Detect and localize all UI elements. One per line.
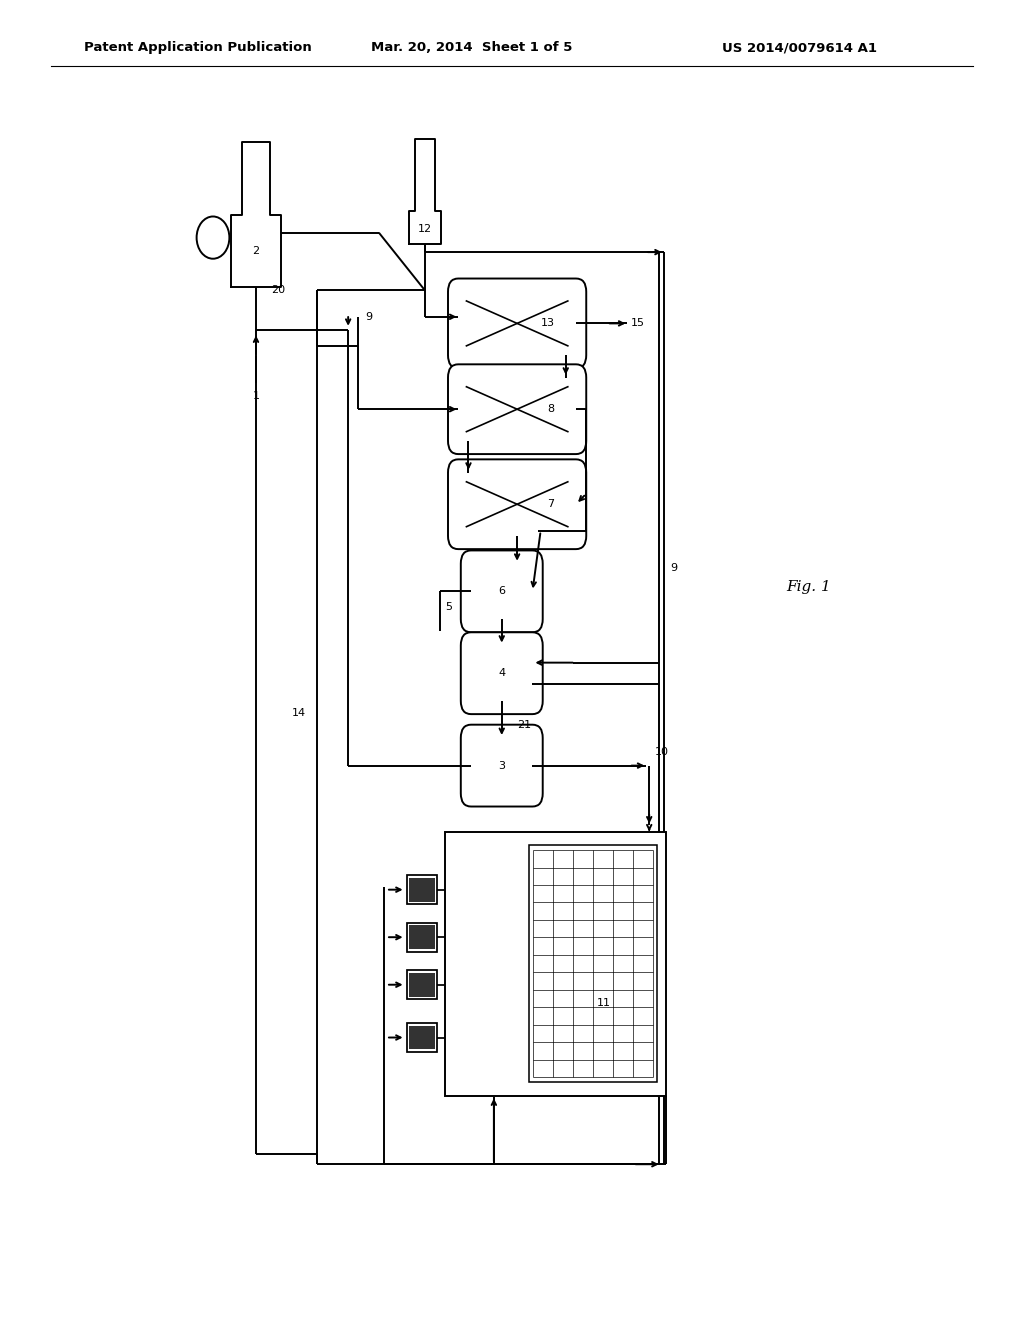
FancyBboxPatch shape: [461, 632, 543, 714]
Bar: [409, 1026, 435, 1049]
Text: 6: 6: [499, 586, 505, 597]
Bar: [407, 875, 437, 904]
Text: 3: 3: [499, 760, 505, 771]
Text: 13: 13: [541, 318, 555, 329]
Bar: [445, 832, 666, 1096]
Text: Fig. 1: Fig. 1: [786, 581, 831, 594]
Bar: [409, 878, 435, 902]
Bar: [409, 973, 435, 997]
Text: 9: 9: [366, 312, 372, 322]
FancyBboxPatch shape: [461, 725, 543, 807]
Bar: [407, 970, 437, 999]
Text: 10: 10: [654, 747, 669, 758]
Text: 14: 14: [292, 708, 306, 718]
Text: 20: 20: [271, 285, 286, 296]
Bar: [407, 923, 437, 952]
Text: 9: 9: [671, 562, 677, 573]
Text: 4: 4: [499, 668, 505, 678]
Text: US 2014/0079614 A1: US 2014/0079614 A1: [722, 41, 877, 54]
Text: 12: 12: [418, 224, 432, 235]
Text: 11: 11: [597, 998, 611, 1008]
Text: Mar. 20, 2014  Sheet 1 of 5: Mar. 20, 2014 Sheet 1 of 5: [371, 41, 572, 54]
FancyBboxPatch shape: [449, 364, 586, 454]
Text: 21: 21: [517, 719, 531, 730]
Bar: [407, 1023, 437, 1052]
Text: 15: 15: [631, 318, 644, 329]
Text: 7: 7: [548, 499, 554, 510]
FancyBboxPatch shape: [461, 550, 543, 632]
Text: 5: 5: [445, 602, 452, 612]
Bar: [409, 925, 435, 949]
Bar: [529, 845, 657, 1082]
FancyBboxPatch shape: [449, 459, 586, 549]
Text: Patent Application Publication: Patent Application Publication: [84, 41, 311, 54]
Text: 8: 8: [548, 404, 554, 414]
FancyBboxPatch shape: [449, 279, 586, 368]
Text: 2: 2: [253, 246, 259, 256]
Text: 1: 1: [253, 391, 259, 401]
